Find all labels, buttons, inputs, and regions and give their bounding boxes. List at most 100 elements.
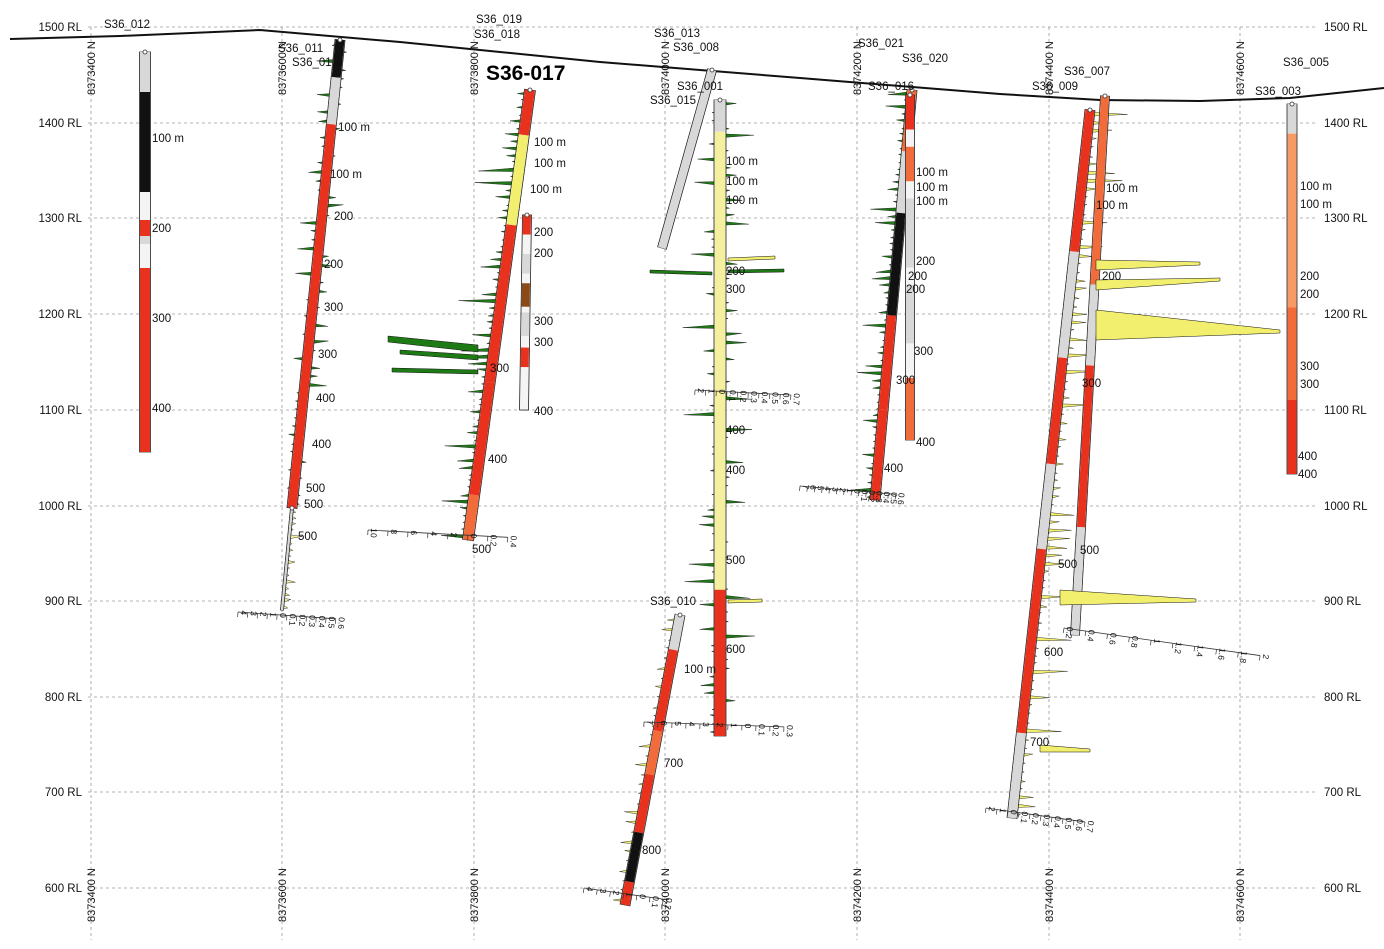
collar-marker	[337, 37, 343, 43]
depth-label: 300	[1300, 361, 1319, 373]
northing-label-bottom: 8374400 N	[1044, 868, 1056, 922]
drill-hole	[139, 49, 151, 453]
scale-tick-label: 6	[659, 721, 669, 726]
lithology-interval	[906, 284, 914, 344]
scale-tick-label: 0	[637, 894, 648, 900]
topography-line	[9, 28, 1384, 103]
scale-tick-label: 0.3	[749, 391, 760, 404]
histogram-scale: 2 1 0 0.1 0.2 0.3 0.4 0.5 0.6 0.7	[694, 388, 802, 406]
depth-label: 300	[1300, 379, 1319, 391]
scale-tick-label: 5	[815, 485, 825, 491]
collar-marker	[1102, 93, 1108, 99]
scale-tick-label: 0.4	[317, 616, 328, 629]
drill-hole	[286, 37, 347, 509]
collar-marker	[909, 87, 915, 93]
scale-tick-label: 1	[998, 808, 1009, 814]
depth-label: 100 m	[726, 176, 758, 188]
depth-label: 100 m	[152, 133, 184, 145]
rl-label-right: 1500 RL	[1324, 22, 1368, 34]
lithology-interval	[1037, 463, 1056, 550]
scale-axis	[1063, 627, 1261, 656]
collar-marker	[524, 212, 530, 218]
scale-tick	[596, 889, 598, 895]
lithology-interval	[1287, 400, 1297, 474]
scale-tick	[635, 895, 638, 901]
scale-tick	[1259, 655, 1261, 661]
scale-tick-label: 0.7	[1085, 820, 1097, 833]
histogram-scale: 7 6 5 4 3 2 1 0 0.1 0.2 0.3	[643, 720, 795, 737]
depth-label: 300	[490, 363, 509, 375]
lithology-interval	[1007, 732, 1026, 819]
hole-id-label: S36_009	[1032, 81, 1078, 93]
lithology-interval	[624, 831, 644, 883]
lithology-interval	[281, 507, 293, 611]
histogram-spike	[727, 255, 776, 262]
depth-label: 100 m	[726, 195, 758, 207]
scale-tick	[1039, 815, 1042, 821]
scale-tick-label: 2	[696, 388, 706, 394]
depth-label: 100 m	[684, 664, 716, 676]
scale-tick-label: 0	[743, 723, 753, 728]
scale-tick-label: 0.3	[307, 615, 318, 628]
rl-label-right: 900 RL	[1324, 596, 1362, 608]
depth-label: 100 m	[916, 167, 948, 179]
hole-id-label: S36_016	[868, 81, 914, 93]
scale-tick-label: 0	[1009, 809, 1020, 815]
hole-id-label: S36_005	[1283, 57, 1329, 69]
lithology-interval	[1086, 284, 1099, 366]
drill-hole	[280, 505, 303, 611]
scale-tick-label: 2	[258, 611, 268, 617]
histogram-spike	[1059, 589, 1197, 606]
scale-tick-label: 0	[852, 489, 862, 495]
scale-tick-label: 3	[830, 487, 840, 493]
lithology-interval	[658, 68, 716, 250]
depth-label: 300	[1082, 378, 1101, 390]
hole-id-label: S36_018	[474, 29, 520, 41]
depth-label: 200	[908, 271, 927, 283]
rl-label-left: 1200 RL	[39, 309, 83, 321]
hole-id-label: S36_019	[476, 14, 522, 26]
depth-label: 500	[472, 544, 491, 556]
lithology-interval	[287, 123, 336, 509]
northing-label-top: 8373800 N	[469, 41, 481, 95]
scale-tick-label: 0.1	[650, 895, 662, 908]
depth-label: 200	[1300, 289, 1319, 301]
scale-tick-label: 0.2	[866, 490, 877, 503]
lithology-interval	[506, 134, 529, 226]
rl-label-left: 800 RL	[45, 692, 83, 704]
scale-tick-label: 0.2	[1030, 812, 1042, 825]
scale-tick-label: 0.5	[1063, 817, 1075, 830]
drill-hole	[1070, 93, 1110, 636]
scale-tick	[1106, 634, 1108, 640]
scale-tick-label: 1	[1152, 638, 1163, 644]
scale-tick-label: 6	[808, 485, 818, 491]
scale-tick-label: 3	[249, 611, 259, 617]
depth-label: 800	[642, 845, 661, 857]
scale-tick	[1061, 818, 1064, 824]
histogram-scale: 2 1 0 0.1 0.2 0.3 0.4 0.5 0.6 0.7	[984, 806, 1097, 833]
lithology-interval	[870, 409, 888, 501]
northing-label-top: 8373600 N	[277, 41, 289, 95]
drill-holes	[139, 37, 1298, 907]
scale-tick-label: 1.6	[1216, 648, 1228, 661]
scale-axis	[694, 389, 791, 396]
scale-tick	[609, 891, 611, 897]
lithology-interval	[1090, 95, 1109, 285]
drill-hole	[1286, 101, 1298, 475]
depth-label: 500	[726, 555, 745, 567]
scale-tick-label: 8	[389, 529, 399, 535]
histogram-spike	[1095, 277, 1221, 291]
scale-axis	[799, 485, 896, 495]
lithology-interval	[714, 100, 726, 132]
depth-label: 100 m	[338, 122, 370, 134]
depth-label: 100 m	[1096, 200, 1128, 212]
rl-label-right: 800 RL	[1324, 692, 1362, 704]
scale-tick-label: 5	[673, 721, 683, 726]
lithology-interval	[906, 198, 914, 268]
rl-label-left: 1400 RL	[39, 118, 83, 130]
depth-label: 200	[324, 259, 343, 271]
scale-tick-label: 1	[268, 612, 278, 618]
scale-tick-label: 4	[429, 531, 439, 537]
scale-tick-label: 4	[687, 722, 697, 727]
